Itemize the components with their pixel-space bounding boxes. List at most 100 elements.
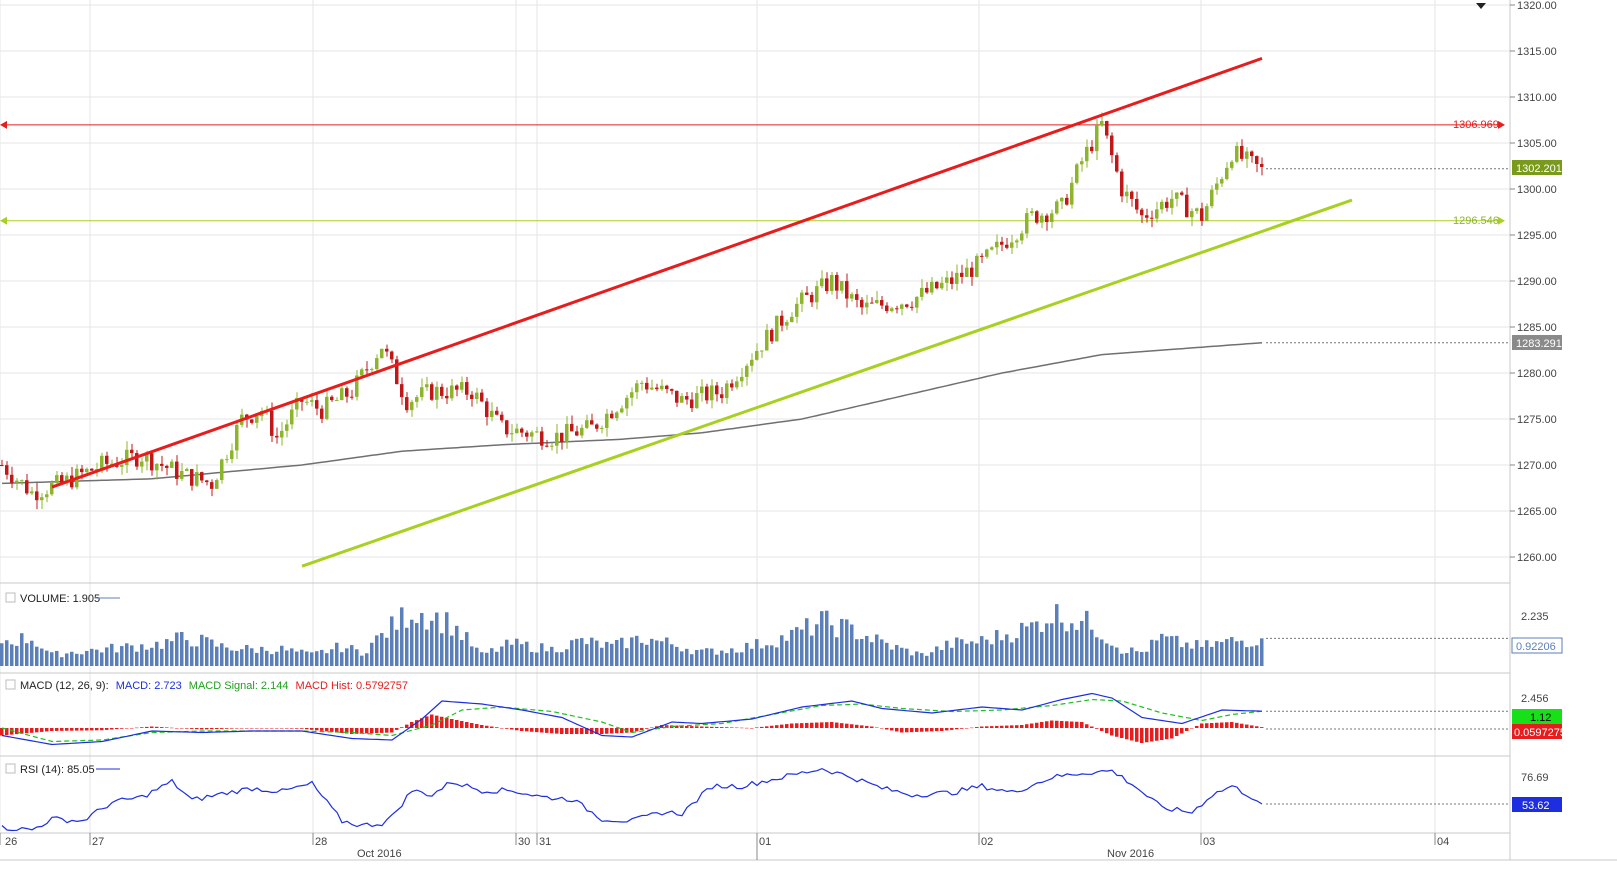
price-axis-label: 1260.00 [1517,552,1557,564]
volume-bar [750,648,754,666]
macd-hist-bar [910,728,914,733]
macd-hist-bar [875,727,879,728]
price-axis: 1320.00 1315.00 1310.00 1305.00 1300.00 1295.… [1510,0,1557,564]
volume-bar [1145,651,1149,666]
candle-body [1010,242,1014,248]
macd-hist-bar [510,728,514,730]
candle-body [945,277,949,283]
macd-tag-text: 1.12 [1530,712,1551,724]
caret-down-icon[interactable] [1476,3,1486,9]
macd-hist-bar [240,728,244,729]
volume-bar [390,616,394,666]
candle-body [1080,161,1084,165]
macd-hist-bar [310,728,314,730]
candle-body [690,399,694,409]
macd-hist-bar [440,716,444,728]
price-axis-label: 1275.00 [1517,414,1557,426]
candle-body [535,431,539,433]
volume-bar [790,629,794,666]
volume-bar [935,646,939,666]
volume-bar [1030,622,1034,666]
macd-hist-bar [350,728,354,734]
candle-body [345,388,349,397]
candle-body [930,281,934,293]
macd-hist-bar [615,728,619,734]
macd-hist-bar [1110,728,1114,736]
candle-body [475,392,479,400]
candle-body [425,384,429,388]
macd-hist-bar [170,727,174,729]
volume-bar [665,637,669,666]
macd-hist-bar [5,728,9,736]
macd-hist-bar [525,728,529,732]
volume-bar [860,638,864,666]
grid-layer [0,0,1510,833]
macd-hist-bar [125,728,129,729]
macd-hist-bar [575,728,579,734]
time-axis-day-label: 02 [981,836,993,848]
candle-body [100,455,104,470]
time-axis-month-label: Nov 2016 [1107,848,1154,860]
macd-hist-bar [1235,722,1239,728]
macd-hist-bar [375,728,379,734]
candle-body [185,469,189,471]
macd-legend-checkbox[interactable] [5,679,16,690]
volume-bar [1175,635,1179,666]
macd-hist-bar [205,728,209,730]
volume-bar [185,640,189,666]
candle-body [600,427,604,429]
candle-body [310,400,314,402]
macd-hist-bar [1145,728,1149,743]
macd-hist-bar [760,726,764,728]
candle-body [1145,215,1149,218]
rsi-panel [1,767,1510,832]
macd-hist-bar [50,728,54,731]
candle-body [215,480,219,489]
candle-body [55,475,59,483]
macd-hist-bar [865,725,869,728]
volume-bar [700,649,704,666]
macd-hist-bar [295,728,299,729]
rsi-tag-bg [1512,797,1562,812]
volume-bar [1185,642,1189,666]
volume-bar [1025,626,1029,666]
macd-hist-bar [755,727,759,728]
candle-body [650,387,654,390]
price-axis-label: 1285.00 [1517,322,1557,334]
volume-bar [605,641,609,666]
candle-body [1115,155,1119,172]
macd-hist-bar [1210,723,1214,728]
candle-body [40,497,44,501]
volume-bar [735,652,739,666]
candle-body [750,359,754,366]
macd-legend-signal: MACD Signal: 2.144 [189,680,289,692]
volume-bar [885,642,889,666]
volume-bar [490,648,494,666]
candle-body [890,308,894,312]
candle-body [990,247,994,250]
ma-price-tag: 1283.291 [1512,335,1562,350]
macd-hist-bar [365,728,369,734]
candle-body [835,274,839,291]
volume-bar [975,643,979,666]
candle-body [430,384,434,400]
macd-hist-bar [675,725,679,728]
volume-bar [140,644,144,666]
macd-hist-bar [925,728,929,732]
volume-bar [320,649,324,666]
macd-hist-bar [1040,722,1044,728]
volume-bar [70,651,74,666]
price-axis-label: 1280.00 [1517,368,1557,380]
volume-bar [740,652,744,666]
macd-hist-bar [645,728,649,729]
volume-bar [670,644,674,666]
volume-bar [855,639,859,666]
macd-hist-bar [1010,725,1014,728]
rsi-legend-checkbox[interactable] [5,763,16,774]
volume-bar [730,648,734,666]
macd-hist-bar [1255,726,1259,728]
volume-bar [330,649,334,666]
candle-body [955,272,959,284]
candle-body [545,445,549,447]
volume-legend-checkbox[interactable] [5,592,16,603]
